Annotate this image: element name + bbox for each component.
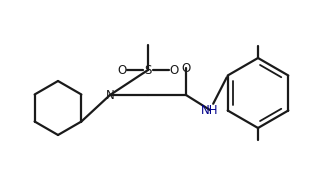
Text: O: O [117,63,126,77]
Text: O: O [169,63,178,77]
Text: N: N [106,88,114,102]
Text: S: S [144,63,152,77]
Text: O: O [181,61,191,75]
Text: NH: NH [201,103,219,117]
